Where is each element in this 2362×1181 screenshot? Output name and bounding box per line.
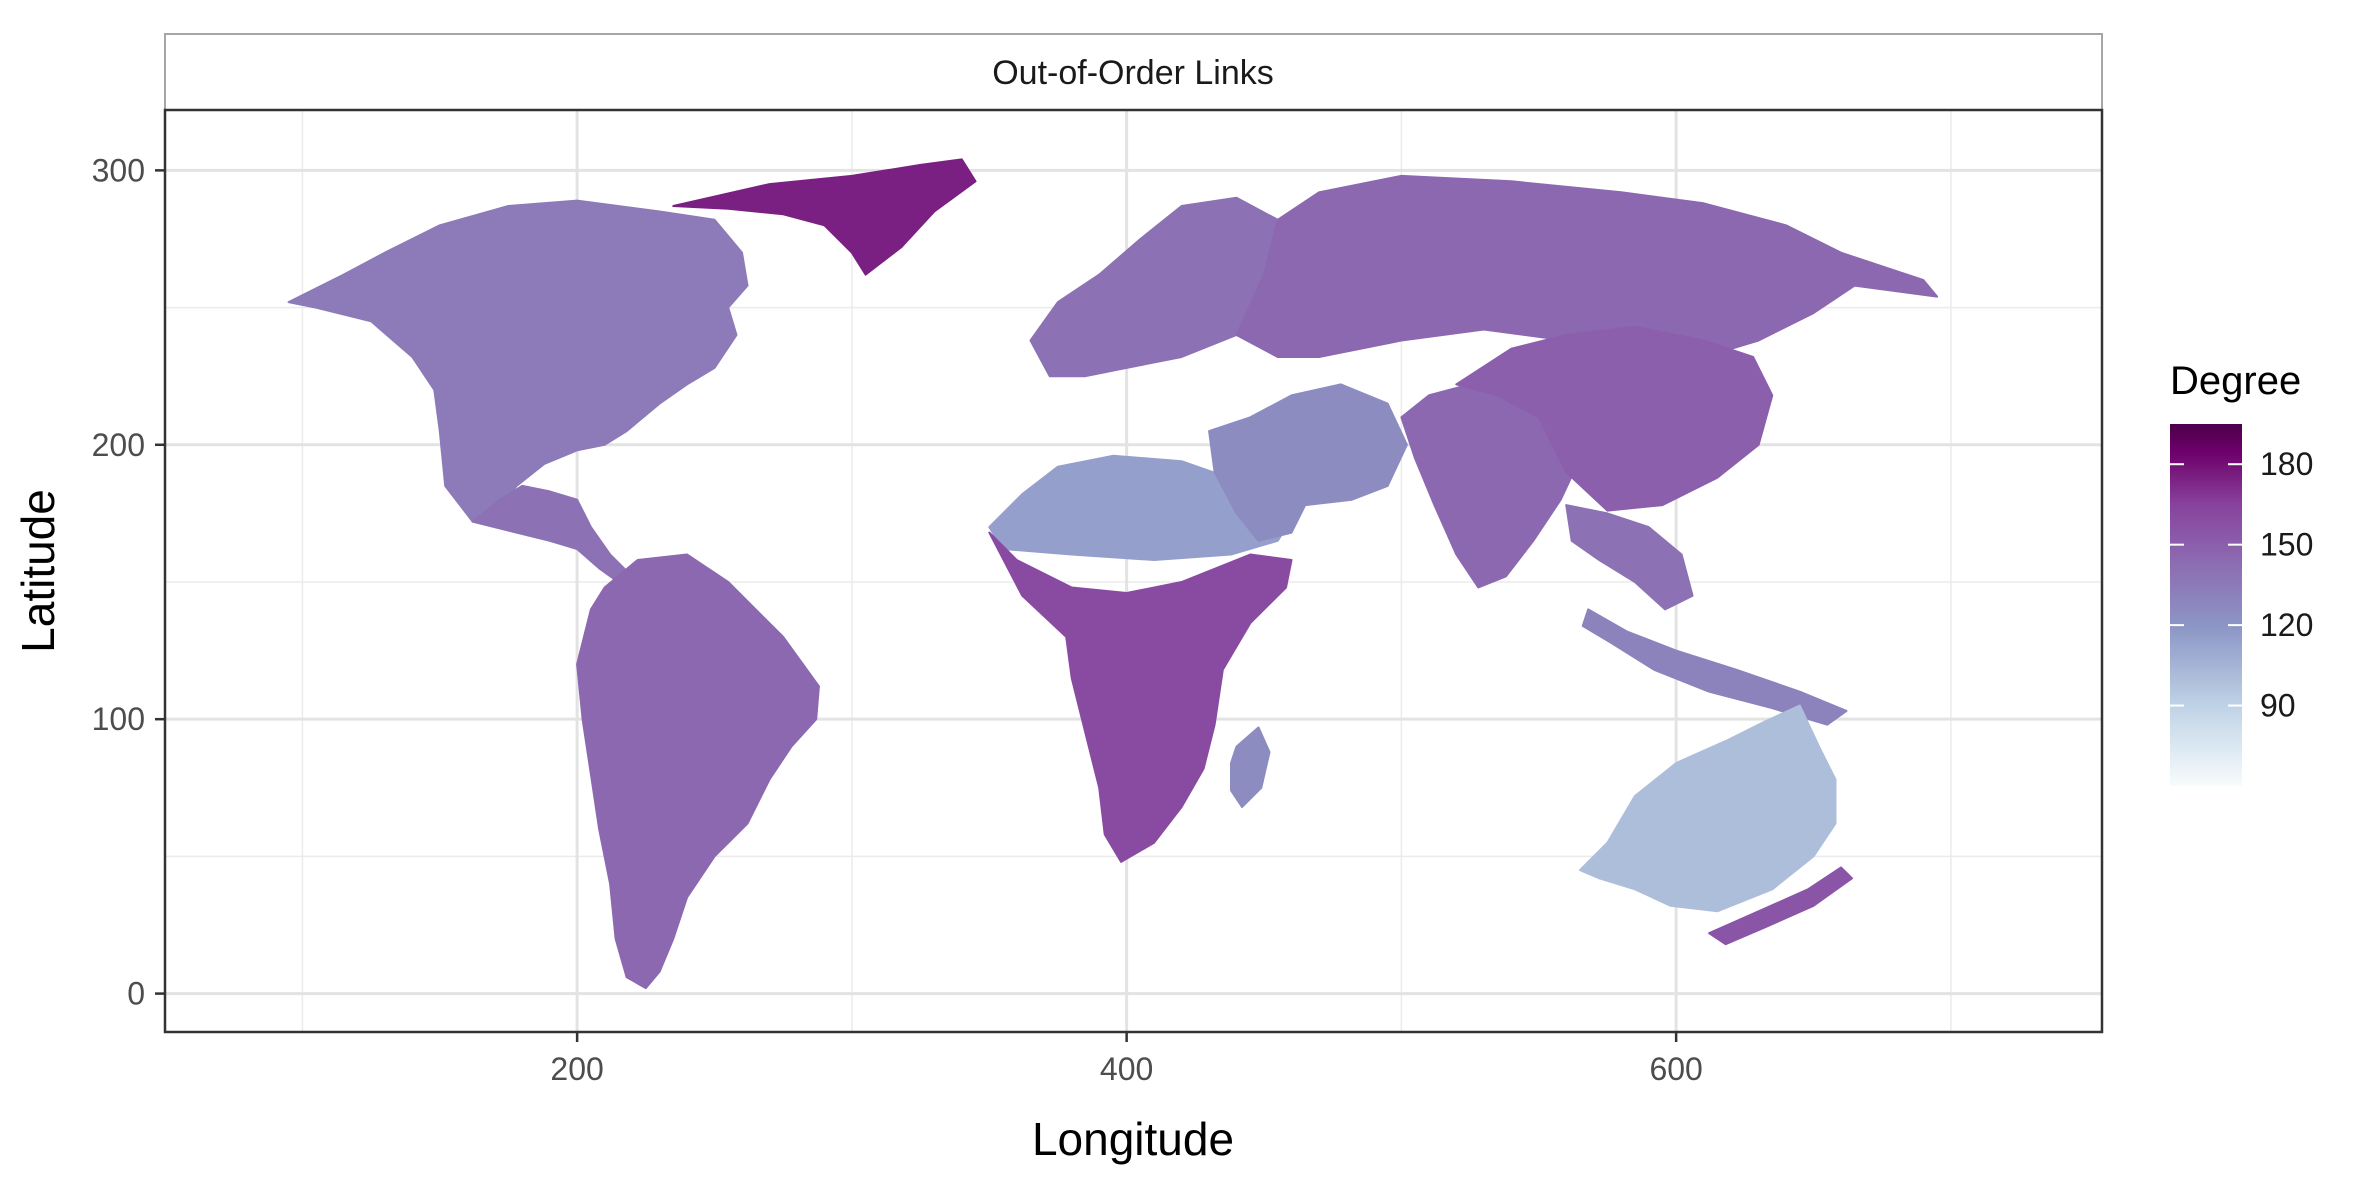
y-tick-label: 0 (127, 976, 145, 1012)
panel-border (163, 108, 2104, 1034)
land-region-middle-east (1208, 383, 1408, 542)
land-region-central-america (471, 484, 634, 583)
y-axis-title: Latitude (12, 489, 64, 653)
land-region-greenland (672, 158, 977, 276)
y-axis: 0 100 200 300 (92, 152, 165, 1012)
legend-tick-label: 180 (2260, 446, 2313, 482)
panel-title: Out-of-Order Links (992, 54, 1274, 92)
x-tick-label: 400 (1100, 1051, 1153, 1087)
land-region-russia (1235, 174, 1939, 358)
land-region-north-america (287, 199, 749, 523)
y-tick-label: 200 (92, 427, 145, 463)
x-tick-label: 200 (550, 1051, 603, 1087)
land-region-new-zealand (1708, 866, 1853, 946)
legend-tick-label: 90 (2260, 688, 2296, 724)
y-tick-label: 300 (92, 152, 145, 188)
land-region-australia (1579, 704, 1837, 913)
land-region-indonesia (1581, 608, 1848, 726)
color-legend: Degree 90 120 150 180 (2170, 359, 2313, 786)
land-region-sub-saharan-africa (988, 531, 1293, 863)
x-axis-title: Longitude (1032, 1113, 1234, 1165)
land-region-southeast-asia (1565, 504, 1694, 611)
land-region-south-america (576, 553, 820, 990)
legend-ticks: 90 120 150 180 (2170, 446, 2313, 724)
legend-title: Degree (2170, 359, 2301, 403)
x-tick-label: 600 (1649, 1051, 1702, 1087)
legend-tick-label: 120 (2260, 607, 2313, 643)
panel-strip (164, 33, 2103, 111)
x-axis: 200 400 600 (550, 1032, 1703, 1087)
y-tick-label: 100 (92, 701, 145, 737)
land-masses (287, 158, 1939, 990)
legend-tick-label: 150 (2260, 527, 2313, 563)
land-region-china (1455, 325, 1774, 512)
legend-colorbar (2170, 424, 2242, 786)
land-region-madagascar (1230, 726, 1271, 808)
